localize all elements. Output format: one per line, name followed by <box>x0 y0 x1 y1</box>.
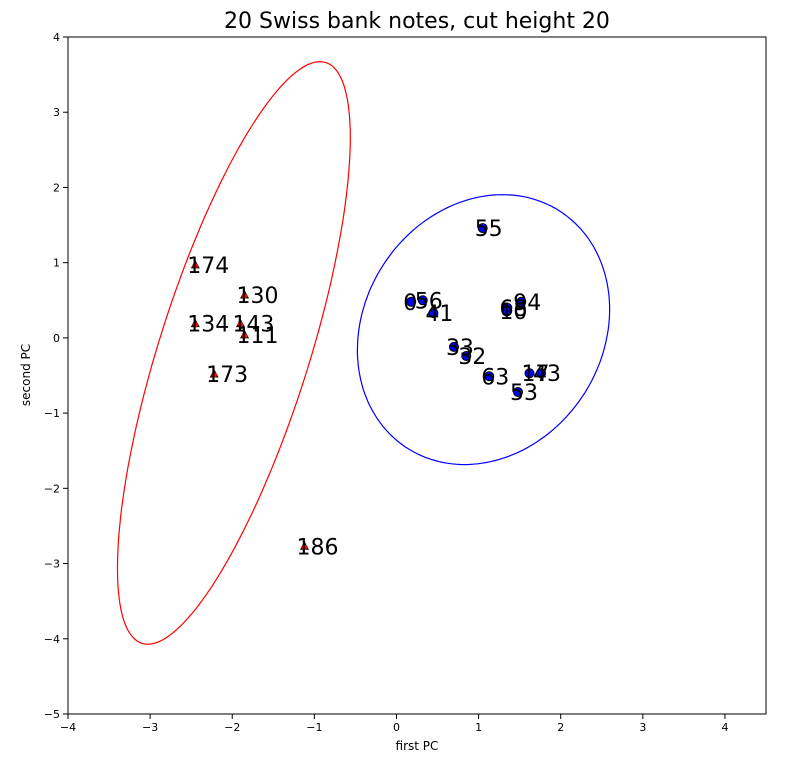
data-point-marker-fill <box>211 372 217 378</box>
cluster-ellipse-1 <box>356 194 611 466</box>
data-point-marker <box>428 308 439 319</box>
data-point-label: 41 <box>425 302 453 327</box>
data-point-marker <box>448 341 459 352</box>
data-point-label: 10 <box>499 300 527 325</box>
data-point-marker <box>516 296 527 307</box>
chart-title: 20 Swiss bank notes, cut height 20 <box>224 9 610 34</box>
data-point-label: 56 <box>415 289 443 314</box>
x-tick-label: 2 <box>557 721 564 734</box>
y-tick-label: 4 <box>53 31 60 44</box>
data-point-label: 173 <box>206 363 248 388</box>
data-markers <box>190 223 546 551</box>
data-point-label: 17 <box>522 362 550 387</box>
data-point-marker <box>461 350 472 361</box>
data-point-label: 143 <box>232 313 274 338</box>
data-point-label: 55 <box>475 217 503 242</box>
y-axis-label: second PC <box>19 344 33 406</box>
data-point-marker-fill <box>241 293 248 299</box>
data-point-marker <box>484 371 495 382</box>
x-tick-label: −2 <box>224 721 240 734</box>
x-tick-label: −4 <box>60 721 76 734</box>
data-point-marker-fill <box>192 263 199 269</box>
data-point-label: 33 <box>446 336 474 361</box>
data-point-label: 68 <box>499 297 527 322</box>
data-point-label: 43 <box>533 362 561 387</box>
plot-frame <box>67 36 767 715</box>
data-point-marker <box>406 296 417 307</box>
data-point-label: 53 <box>510 381 538 406</box>
x-tick-label: −3 <box>142 721 158 734</box>
data-point-marker <box>502 305 513 316</box>
data-point-label: 32 <box>458 345 486 370</box>
data-point-marker-fill <box>237 321 244 328</box>
x-tick-label: 4 <box>721 721 728 734</box>
cluster-ellipses <box>116 60 611 645</box>
x-axis: −4 −3 −2 −1 0 1 2 3 4 <box>60 714 728 734</box>
data-point-marker <box>535 368 546 379</box>
x-axis-label: first PC <box>396 739 439 753</box>
y-tick-label: −4 <box>44 633 60 646</box>
data-point-label: 63 <box>481 365 509 390</box>
y-tick-label: 0 <box>53 332 60 345</box>
data-point-marker-fill <box>241 333 248 339</box>
x-tick-label: 0 <box>393 721 400 734</box>
data-point-label: 94 <box>513 291 541 316</box>
y-tick-label: −3 <box>44 558 60 571</box>
data-point-label: 111 <box>237 324 279 349</box>
y-tick-label: 1 <box>53 257 60 270</box>
y-tick-label: 3 <box>53 106 60 119</box>
x-tick-label: −1 <box>306 721 322 734</box>
data-point-label: 134 <box>187 313 229 338</box>
data-point-label: 0 <box>403 291 417 316</box>
data-point-marker <box>477 223 488 234</box>
y-tick-label: −1 <box>44 407 60 420</box>
y-axis: −5 −4 −3 −2 −1 0 1 2 3 4 <box>44 31 68 721</box>
data-point-label: 130 <box>237 284 279 309</box>
cluster-ellipse-0 <box>116 60 351 645</box>
y-tick-label: −5 <box>44 708 60 721</box>
data-point-marker <box>513 387 524 398</box>
y-tick-label: 2 <box>53 181 60 194</box>
y-tick-label: −2 <box>44 482 60 495</box>
data-point-label: 186 <box>296 535 338 560</box>
data-point-marker-fill <box>192 321 199 328</box>
x-tick-label: 3 <box>639 721 646 734</box>
data-point-marker <box>524 368 535 379</box>
data-point-marker-fill <box>301 544 308 551</box>
x-tick-label: 1 <box>475 721 482 734</box>
data-point-marker <box>417 295 428 306</box>
data-point-label: 174 <box>187 254 229 279</box>
